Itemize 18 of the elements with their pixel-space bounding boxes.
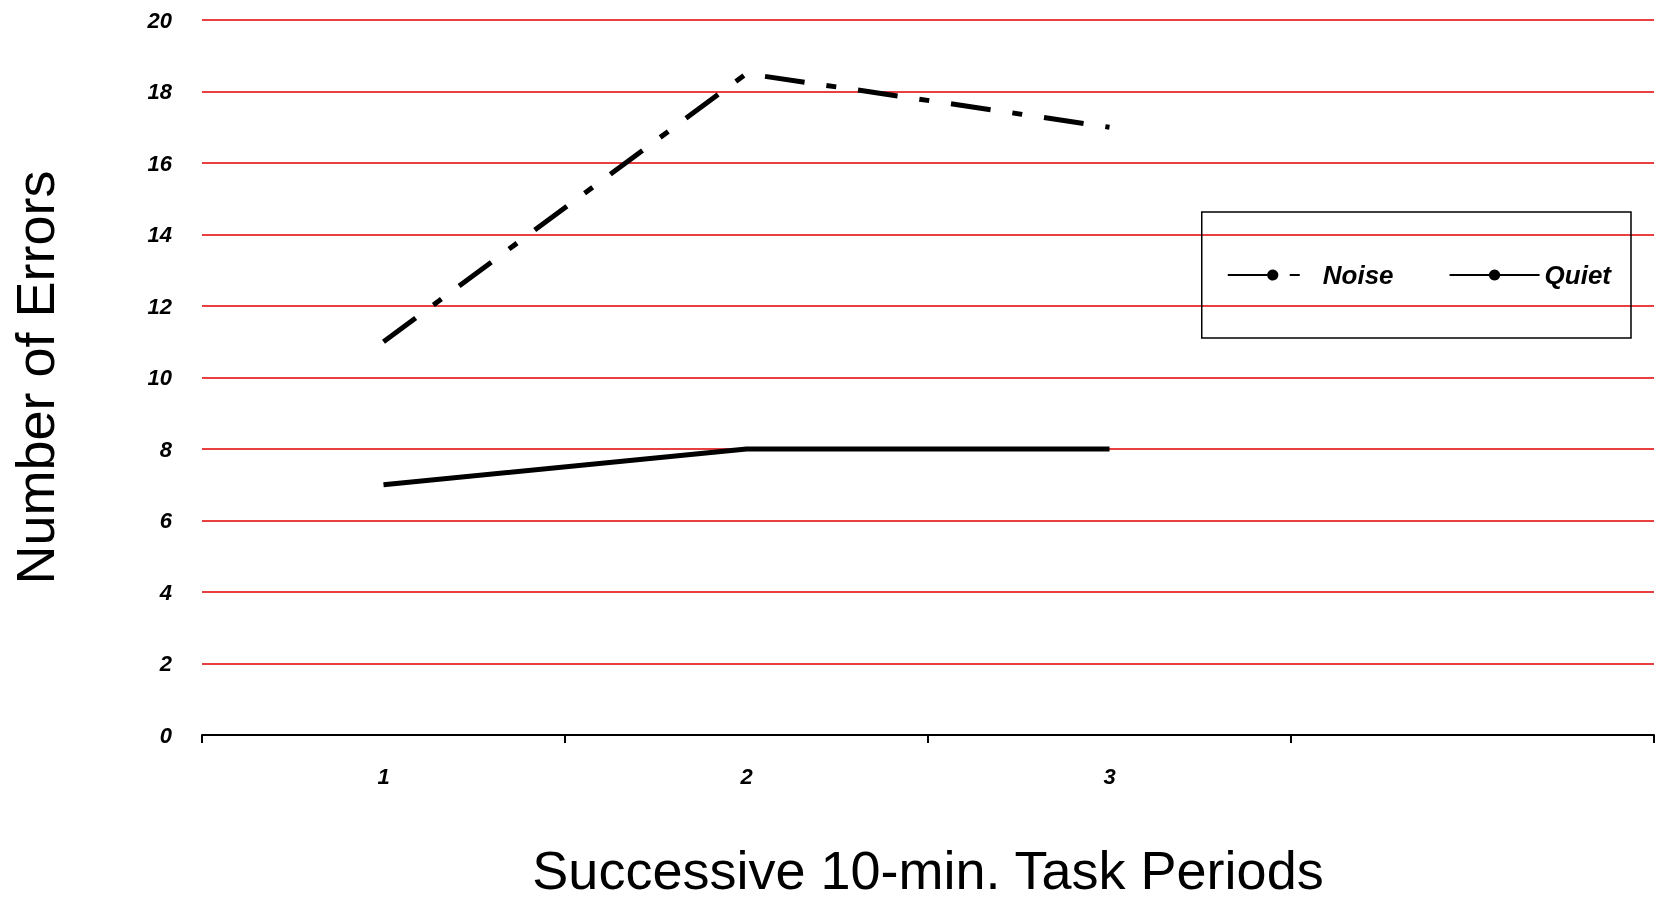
y-tick-label: 10	[147, 365, 173, 390]
y-tick-label: 8	[159, 436, 173, 462]
y-tick-label: 0	[159, 722, 173, 748]
y-axis-title: Number of Errors	[5, 170, 65, 585]
y-tick-label: 20	[146, 7, 173, 33]
x-tick-label: 2	[739, 763, 754, 789]
y-tick-label: 4	[158, 579, 172, 605]
y-tick-label: 2	[158, 651, 173, 676]
y-tick-label: 16	[147, 150, 173, 176]
x-tick-label: 1	[377, 763, 390, 789]
legend-label: Quiet	[1544, 260, 1613, 290]
legend-label: Noise	[1322, 260, 1394, 290]
x-axis-title: Successive 10-min. Task Periods	[532, 840, 1324, 900]
y-tick-label: 12	[147, 293, 173, 319]
y-tick-label: 18	[147, 79, 173, 104]
y-tick-label: 6	[159, 508, 173, 533]
x-tick-label: 3	[1103, 763, 1116, 789]
y-tick-label: 14	[147, 222, 172, 247]
